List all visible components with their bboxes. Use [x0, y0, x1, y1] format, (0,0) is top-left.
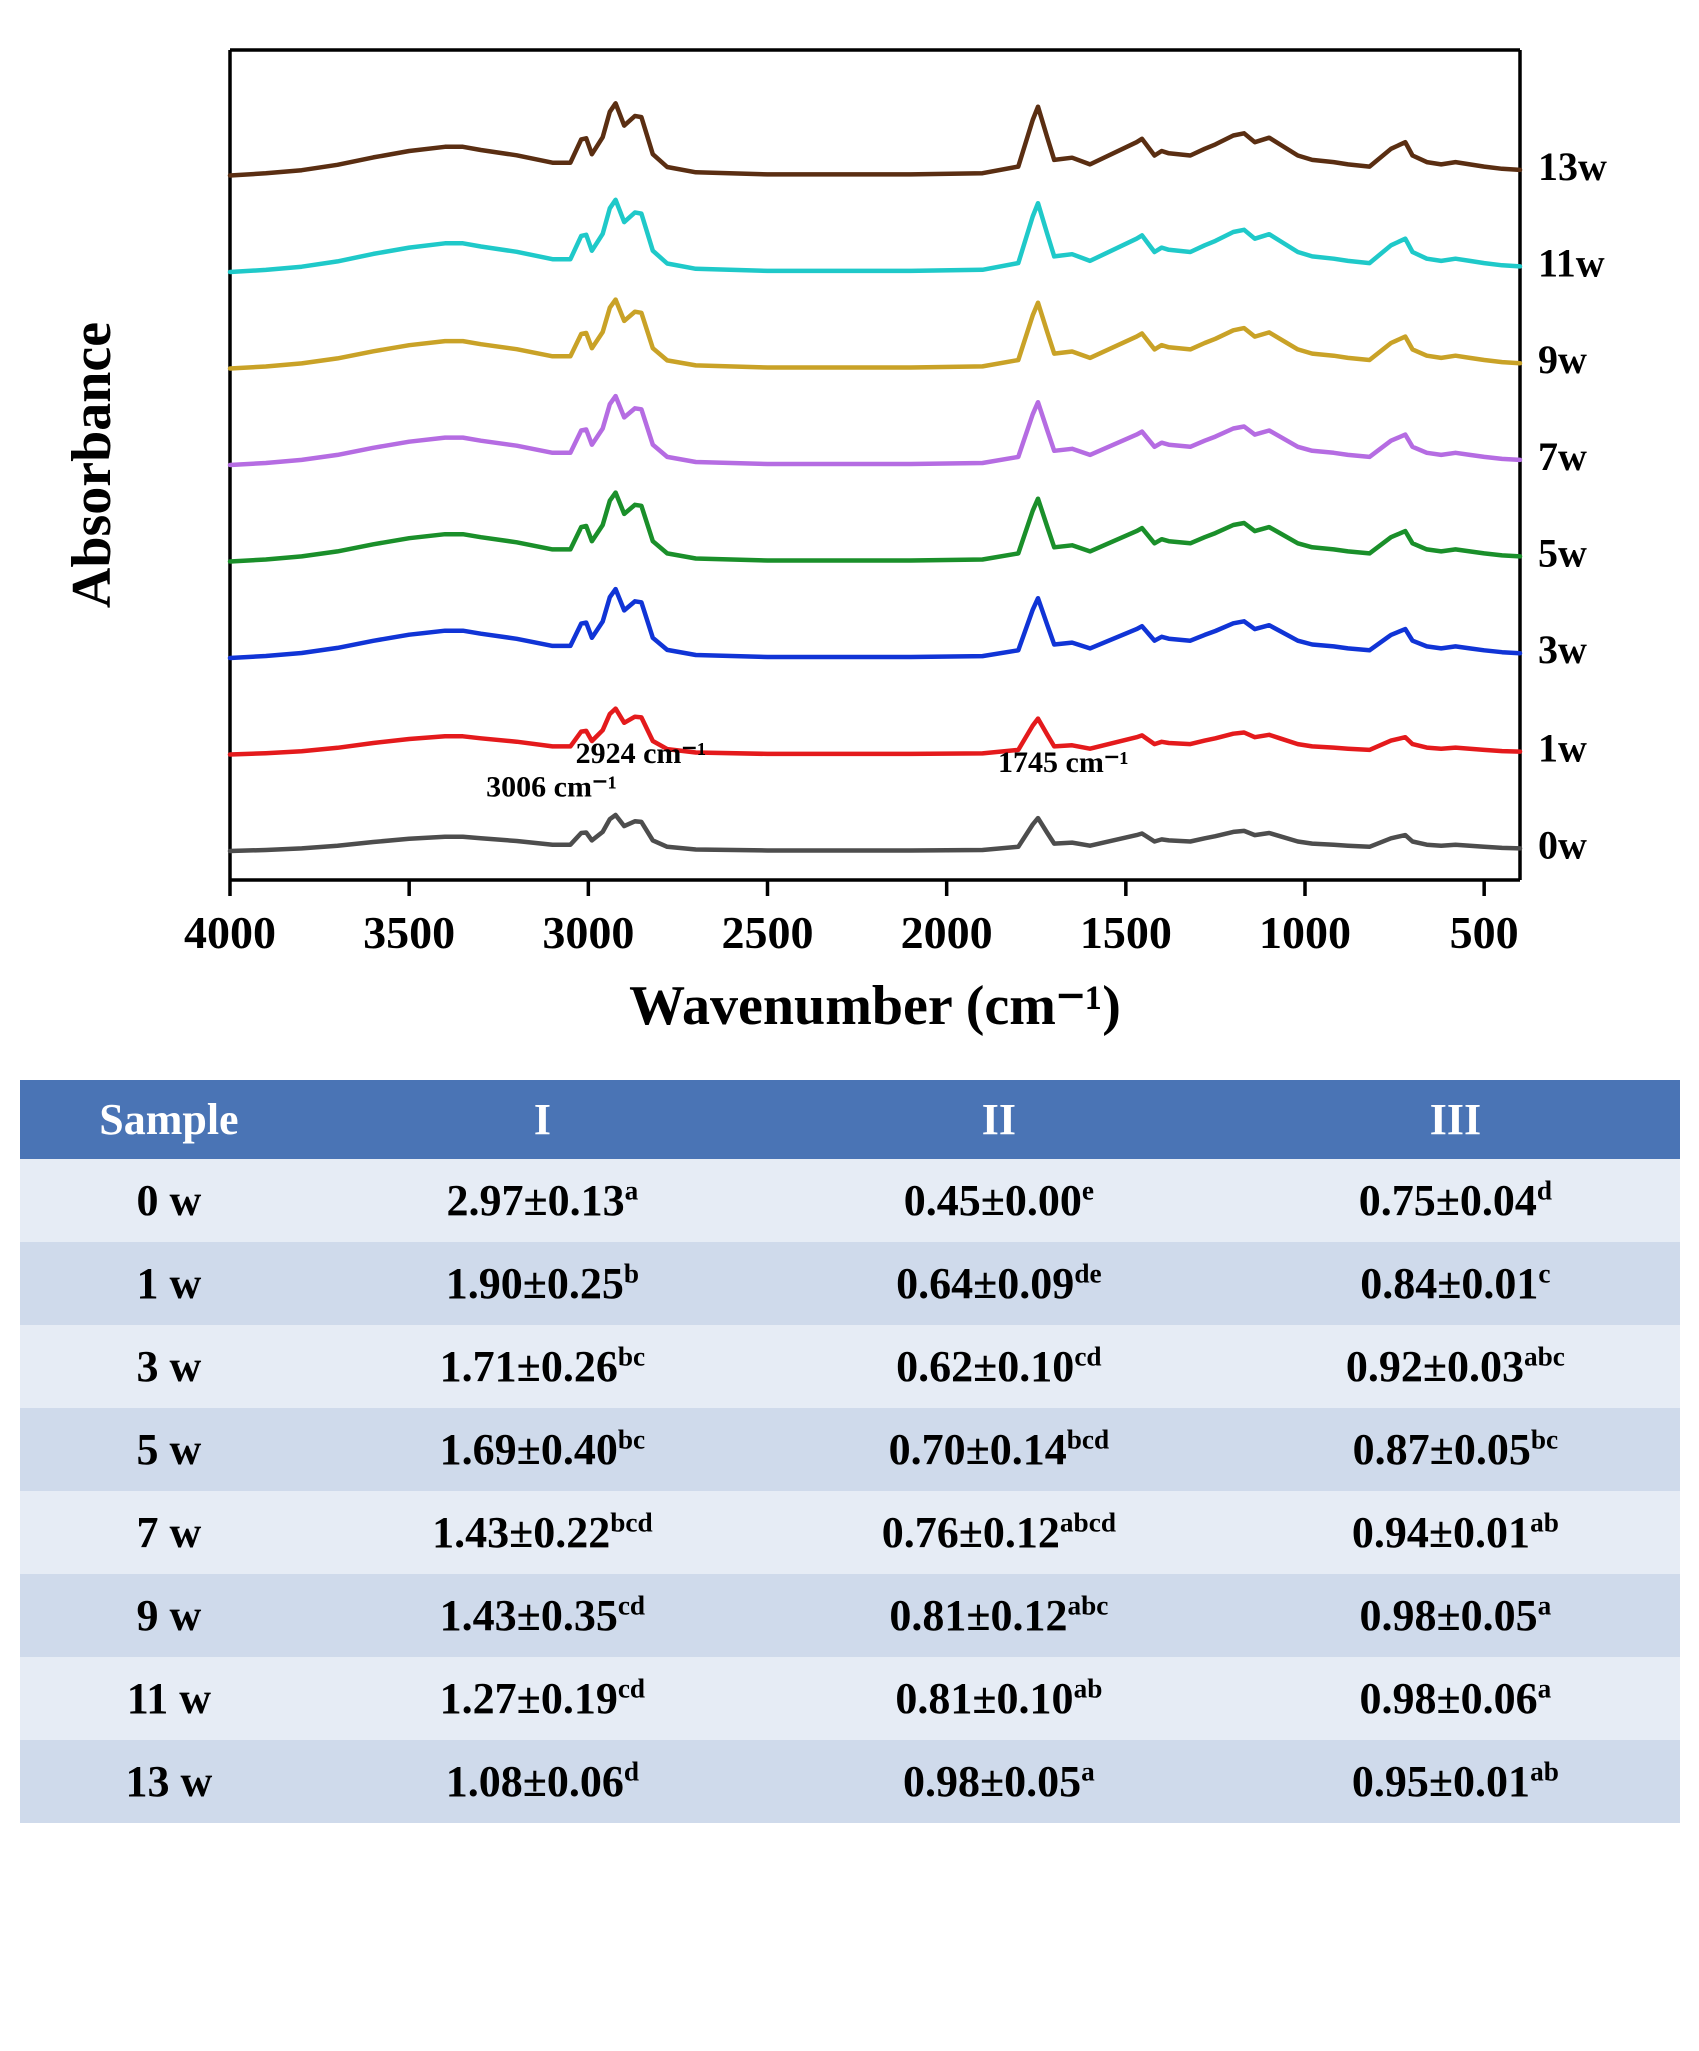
table-row: 3 w1.71±0.26bc0.62±0.10cd0.92±0.03abc [20, 1325, 1680, 1408]
data-table-wrap: SampleIIIIII0 w2.97±0.13a0.45±0.00e0.75±… [20, 1080, 1680, 1823]
table-row: 0 w2.97±0.13a0.45±0.00e0.75±0.04d [20, 1159, 1680, 1242]
svg-text:Absorbance: Absorbance [61, 322, 123, 608]
spectrum-s5 [230, 493, 1520, 562]
cell-III: 0.75±0.04d [1231, 1159, 1679, 1242]
cell-sample: 13 w [20, 1740, 319, 1823]
figure-container: 4000 3500 3000 2500 2000 1500 1000 500 Wavenumbe… [10, 10, 1689, 1823]
spectrum-s7 [230, 396, 1520, 465]
svg-text:1000: 1000 [1259, 907, 1351, 958]
cell-I: 1.71±0.26bc [318, 1325, 766, 1408]
svg-text:Wavenumber (cm⁻¹): Wavenumber (cm⁻¹) [629, 975, 1121, 1037]
cell-II: 0.76±0.12abcd [766, 1491, 1231, 1574]
spectrum-s11 [230, 200, 1520, 272]
cell-I: 1.69±0.40bc [318, 1408, 766, 1491]
cell-sample: 0 w [20, 1159, 319, 1242]
cell-I: 1.08±0.06d [318, 1740, 766, 1823]
svg-text:3w: 3w [1538, 627, 1587, 672]
cell-I: 1.27±0.19cd [318, 1657, 766, 1740]
chart-svg: 4000 3500 3000 2500 2000 1500 1000 500 Wavenumbe… [20, 10, 1680, 1060]
svg-text:1w: 1w [1538, 726, 1587, 771]
cell-sample: 11 w [20, 1657, 319, 1740]
col-header-1: I [318, 1080, 766, 1159]
svg-text:3000: 3000 [542, 907, 634, 958]
svg-text:500: 500 [1449, 907, 1518, 958]
svg-text:2000: 2000 [900, 907, 992, 958]
col-header-0: Sample [20, 1080, 319, 1159]
table-row: 11 w1.27±0.19cd0.81±0.10ab0.98±0.06a [20, 1657, 1680, 1740]
cell-sample: 5 w [20, 1408, 319, 1491]
cell-III: 0.84±0.01c [1231, 1242, 1679, 1325]
spectrum-s0 [230, 815, 1520, 851]
ftir-spectra-chart: 4000 3500 3000 2500 2000 1500 1000 500 Wavenumbe… [20, 10, 1680, 1060]
svg-text:2924 cm⁻¹: 2924 cm⁻¹ [575, 737, 706, 770]
table-row: 7 w1.43±0.22bcd0.76±0.12abcd0.94±0.01ab [20, 1491, 1680, 1574]
svg-text:5w: 5w [1538, 530, 1587, 575]
svg-text:11w: 11w [1538, 240, 1605, 285]
table-row: 13 w1.08±0.06d0.98±0.05a0.95±0.01ab [20, 1740, 1680, 1823]
cell-II: 0.70±0.14bcd [766, 1408, 1231, 1491]
cell-I: 1.43±0.22bcd [318, 1491, 766, 1574]
cell-sample: 1 w [20, 1242, 319, 1325]
cell-III: 0.95±0.01ab [1231, 1740, 1679, 1823]
cell-I: 2.97±0.13a [318, 1159, 766, 1242]
spectrum-s1 [230, 709, 1520, 755]
spectrum-s3 [230, 589, 1520, 658]
table-row: 5 w1.69±0.40bc0.70±0.14bcd0.87±0.05bc [20, 1408, 1680, 1491]
cell-sample: 3 w [20, 1325, 319, 1408]
table-row: 9 w1.43±0.35cd0.81±0.12abc0.98±0.05a [20, 1574, 1680, 1657]
cell-II: 0.45±0.00e [766, 1159, 1231, 1242]
cell-I: 1.90±0.25b [318, 1242, 766, 1325]
spectrum-s9 [230, 300, 1520, 369]
data-table: SampleIIIIII0 w2.97±0.13a0.45±0.00e0.75±… [20, 1080, 1680, 1823]
svg-text:7w: 7w [1538, 434, 1587, 479]
svg-text:0w: 0w [1538, 822, 1587, 867]
svg-text:3500: 3500 [363, 907, 455, 958]
cell-III: 0.92±0.03abc [1231, 1325, 1679, 1408]
svg-text:9w: 9w [1538, 337, 1587, 382]
cell-III: 0.94±0.01ab [1231, 1491, 1679, 1574]
cell-I: 1.43±0.35cd [318, 1574, 766, 1657]
cell-II: 0.98±0.05a [766, 1740, 1231, 1823]
svg-text:1745 cm⁻¹: 1745 cm⁻¹ [998, 746, 1129, 779]
spectrum-s13 [230, 103, 1520, 175]
col-header-3: III [1231, 1080, 1679, 1159]
cell-III: 0.87±0.05bc [1231, 1408, 1679, 1491]
cell-sample: 7 w [20, 1491, 319, 1574]
svg-text:13w: 13w [1538, 144, 1607, 189]
cell-II: 0.64±0.09de [766, 1242, 1231, 1325]
svg-text:3006 cm⁻¹: 3006 cm⁻¹ [486, 770, 617, 803]
cell-III: 0.98±0.05a [1231, 1574, 1679, 1657]
table-row: 1 w1.90±0.25b0.64±0.09de0.84±0.01c [20, 1242, 1680, 1325]
svg-text:4000: 4000 [184, 907, 276, 958]
cell-sample: 9 w [20, 1574, 319, 1657]
cell-II: 0.62±0.10cd [766, 1325, 1231, 1408]
svg-text:1500: 1500 [1079, 907, 1171, 958]
cell-II: 0.81±0.12abc [766, 1574, 1231, 1657]
cell-II: 0.81±0.10ab [766, 1657, 1231, 1740]
cell-III: 0.98±0.06a [1231, 1657, 1679, 1740]
svg-text:2500: 2500 [721, 907, 813, 958]
col-header-2: II [766, 1080, 1231, 1159]
table-header-row: SampleIIIIII [20, 1080, 1680, 1159]
